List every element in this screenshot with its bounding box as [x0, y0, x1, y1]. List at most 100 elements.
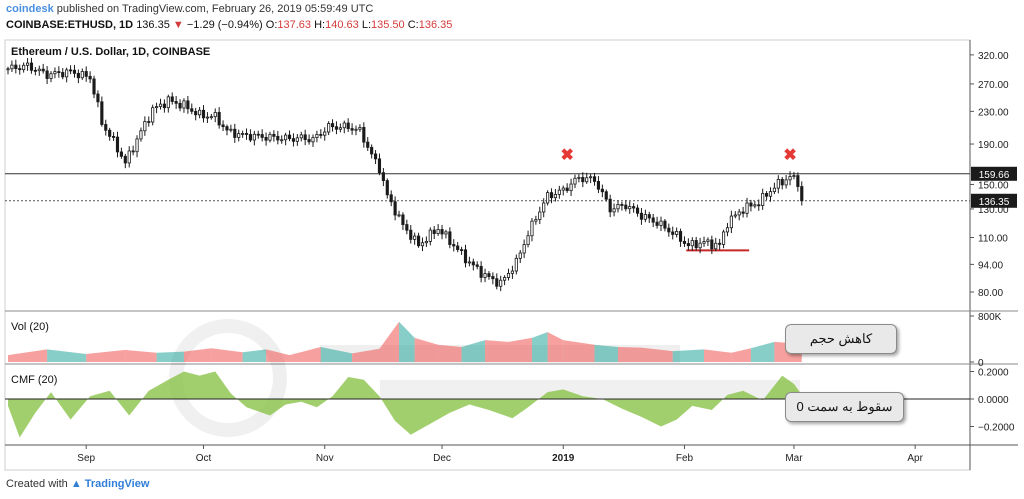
candle-body	[389, 194, 393, 203]
candle-body	[29, 62, 34, 71]
candle-body	[174, 101, 178, 104]
candle-body	[721, 231, 726, 245]
candle-body	[92, 78, 96, 95]
resistance-price-tag	[971, 166, 1017, 181]
low-label: L:	[361, 19, 372, 31]
price-tick-label: 270.00	[978, 80, 1009, 91]
candle-body	[624, 204, 628, 210]
candle-body	[589, 176, 593, 179]
candle-body	[334, 126, 339, 130]
candle-body	[201, 109, 206, 119]
candle-body	[424, 240, 428, 244]
candle-body	[76, 72, 80, 79]
candle-body	[307, 139, 311, 143]
time-tick-label: 2019	[552, 453, 575, 464]
candle-body	[612, 208, 616, 213]
candle-body	[244, 133, 249, 135]
candle-body	[596, 181, 601, 190]
candle-body	[186, 100, 190, 110]
top-marker-icon: ✖	[783, 147, 796, 164]
volume-area-segment	[531, 332, 548, 362]
candle-body	[237, 133, 241, 138]
volume-area-segment	[242, 349, 267, 362]
candle-body	[675, 231, 679, 235]
tradingview-brand: TradingView	[84, 478, 150, 490]
candle-body	[119, 151, 123, 157]
candle-body	[303, 134, 307, 140]
time-tick-label: Sep	[77, 453, 95, 464]
high-value: 140.63	[325, 19, 359, 31]
candle-body	[608, 198, 612, 213]
candle-body	[276, 135, 280, 141]
candle-body	[217, 112, 221, 126]
candle-body	[209, 116, 213, 119]
last-price-value: 136.35	[136, 19, 170, 31]
candle-body	[143, 121, 147, 132]
candle-body	[604, 191, 608, 200]
candle-body	[14, 64, 18, 69]
candle-body	[620, 204, 624, 206]
candle-body	[241, 133, 245, 135]
candle-body	[108, 129, 112, 137]
candle-body	[225, 126, 229, 131]
candle-body	[155, 106, 159, 109]
low-value: 135.50	[371, 19, 405, 31]
candle-body	[678, 231, 683, 242]
volume-drop-callout: کاهش حجم	[785, 324, 897, 354]
price-pane-title: Ethereum / U.S. Dollar, 1D, COINBASE	[11, 46, 210, 58]
candle-body	[499, 279, 503, 287]
candle-body	[573, 177, 577, 185]
volume-area-segment	[750, 341, 775, 362]
candle-body	[514, 257, 518, 272]
candle-body	[526, 235, 530, 245]
time-tick-label: Oct	[196, 453, 212, 464]
close-value: 136.35	[418, 19, 453, 31]
price-tick-label: 150.00	[978, 180, 1009, 191]
candle-body	[487, 273, 491, 277]
candle-body	[776, 178, 780, 189]
candle-body	[385, 180, 389, 196]
candle-body	[37, 68, 41, 72]
created-with-text: Created with	[6, 478, 68, 490]
price-tick-label: 320.00	[978, 51, 1009, 62]
candle-body	[346, 122, 350, 130]
candle-body	[397, 214, 401, 217]
candle-body	[534, 219, 538, 222]
candle-body	[123, 155, 127, 164]
candle-body	[358, 127, 362, 130]
candle-body	[714, 242, 718, 250]
candle-body	[659, 220, 663, 226]
candle-body	[432, 229, 436, 234]
candle-body	[671, 231, 675, 235]
candle-body	[311, 137, 315, 143]
candle-body	[682, 240, 687, 244]
volume-area-segment	[461, 340, 486, 362]
candle-body	[569, 183, 573, 192]
candle-body	[112, 136, 116, 138]
candle-body	[561, 187, 565, 191]
candle-body	[452, 244, 456, 247]
candle-body	[741, 211, 745, 214]
time-tick-label: Feb	[676, 453, 694, 464]
volume-area-segment	[379, 321, 400, 362]
candle-body	[635, 207, 640, 214]
candle-body	[104, 124, 108, 131]
volume-area-segment	[289, 347, 321, 362]
volume-area-segment	[156, 351, 184, 362]
candle-body	[479, 266, 483, 278]
volume-area-segment	[414, 337, 439, 362]
top-marker-icon: ✖	[560, 147, 573, 164]
time-tick-label: Apr	[907, 453, 923, 464]
candle-body	[10, 64, 14, 70]
price-tick-label: 110.00	[978, 234, 1008, 245]
candle-body	[436, 229, 440, 234]
candle-body	[264, 137, 268, 141]
time-tick-label: Nov	[316, 453, 334, 464]
candle-body	[61, 72, 65, 78]
candle-body	[506, 272, 511, 278]
published-text: published on TradingView.com, February 2…	[56, 3, 374, 15]
volume-area-segment	[731, 348, 751, 362]
cmf-tick-label: 0.0000	[978, 395, 1009, 406]
candle-body	[557, 189, 561, 195]
